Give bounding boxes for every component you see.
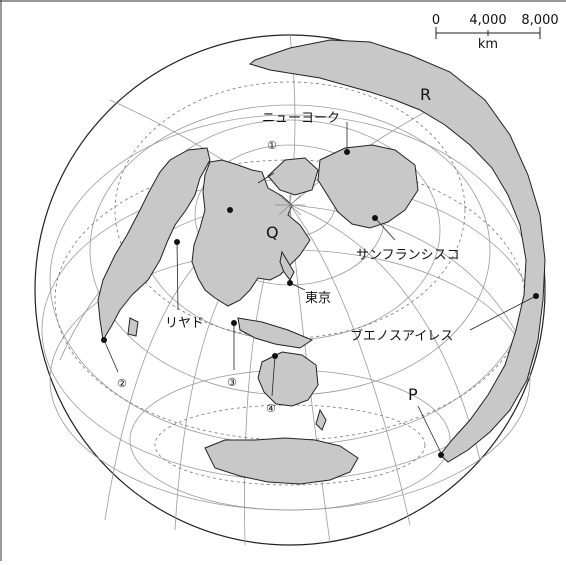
marker-1: ① [267,139,277,152]
marker-4: ④ [266,402,276,415]
scale-unit: km [478,37,498,52]
label-san-francisco: サンフランシスコ [356,248,460,263]
landmass-australia [257,351,319,407]
label-riyadh: リヤド [165,316,204,331]
label-p: P [408,385,418,404]
label-r: R [420,85,431,104]
landmass-southeast-asia [237,317,314,349]
landmass-new-zealand [315,408,327,431]
landmass-south-america [248,39,546,463]
marker-3: ③ [227,376,237,389]
landmass-africa [97,147,211,342]
landmass-north-america [317,144,419,229]
scale-bar: 0 4,000 8,000 km [432,13,559,52]
city-points [101,149,539,458]
marker-2: ② [117,377,127,390]
scale-tick-4000: 4,000 [469,13,506,28]
label-tokyo: 東京 [305,290,331,306]
landmass-madagascar [127,317,139,337]
scale-tick-0: 0 [432,13,440,28]
scale-tick-8000: 8,000 [521,13,558,28]
landmass-greenland [267,157,319,196]
landmasses [97,39,546,485]
landmass-antarctica [204,437,359,485]
pole-star [275,192,305,218]
label-new-york: ニューヨーク [262,111,340,126]
label-buenos-aires: ブエノスアイレス [350,328,453,344]
leader-lines [103,122,537,454]
label-q: Q [266,223,279,242]
